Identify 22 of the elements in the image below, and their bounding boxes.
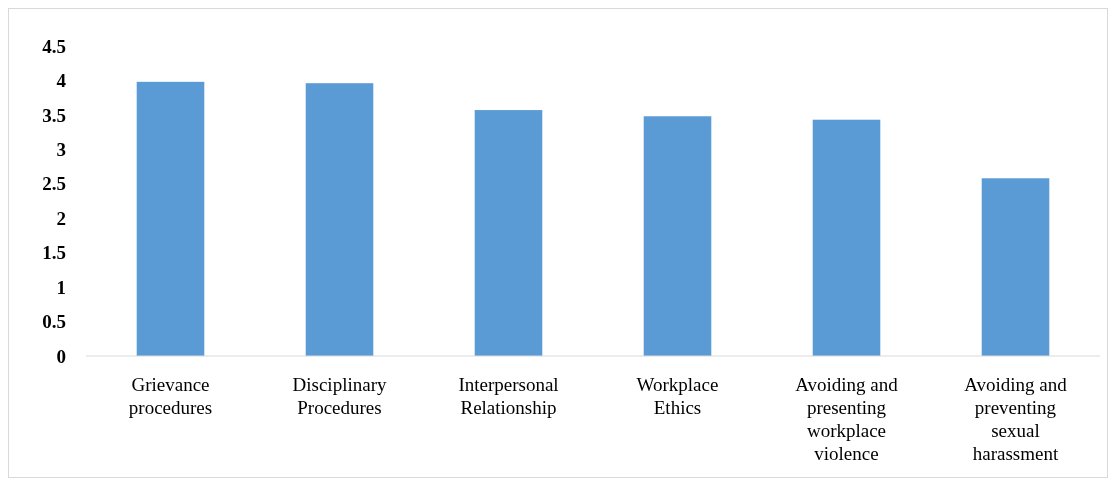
y-tick-label: 2.5 bbox=[42, 173, 66, 195]
y-tick-label: 2 bbox=[56, 207, 66, 229]
y-tick-label: 1 bbox=[56, 276, 66, 298]
bar bbox=[474, 110, 543, 356]
bar bbox=[136, 81, 205, 356]
x-tick-label: Workplace Ethics bbox=[636, 374, 719, 418]
y-tick-label: 1.5 bbox=[42, 242, 66, 264]
x-tick-label: Grievance procedures bbox=[128, 374, 213, 418]
x-tick-label: Avoiding and preventing sexual harassment bbox=[964, 374, 1068, 464]
y-tick-label: 4 bbox=[56, 70, 67, 92]
bar bbox=[981, 178, 1050, 356]
bar bbox=[643, 116, 712, 356]
y-tick-label: 0.5 bbox=[42, 311, 66, 333]
y-tick-label: 3 bbox=[56, 138, 66, 160]
y-tick-label: 4.5 bbox=[42, 35, 66, 57]
bar bbox=[305, 83, 374, 356]
y-tick-label: 3.5 bbox=[42, 104, 66, 126]
y-tick-label: 0 bbox=[56, 345, 66, 367]
x-tick-label: Interpersonal Relationship bbox=[458, 374, 559, 418]
x-tick-label: Disciplinary Procedures bbox=[292, 374, 387, 418]
bar bbox=[812, 119, 881, 356]
x-tick-label: Avoiding and presenting workplace violence bbox=[795, 374, 899, 464]
